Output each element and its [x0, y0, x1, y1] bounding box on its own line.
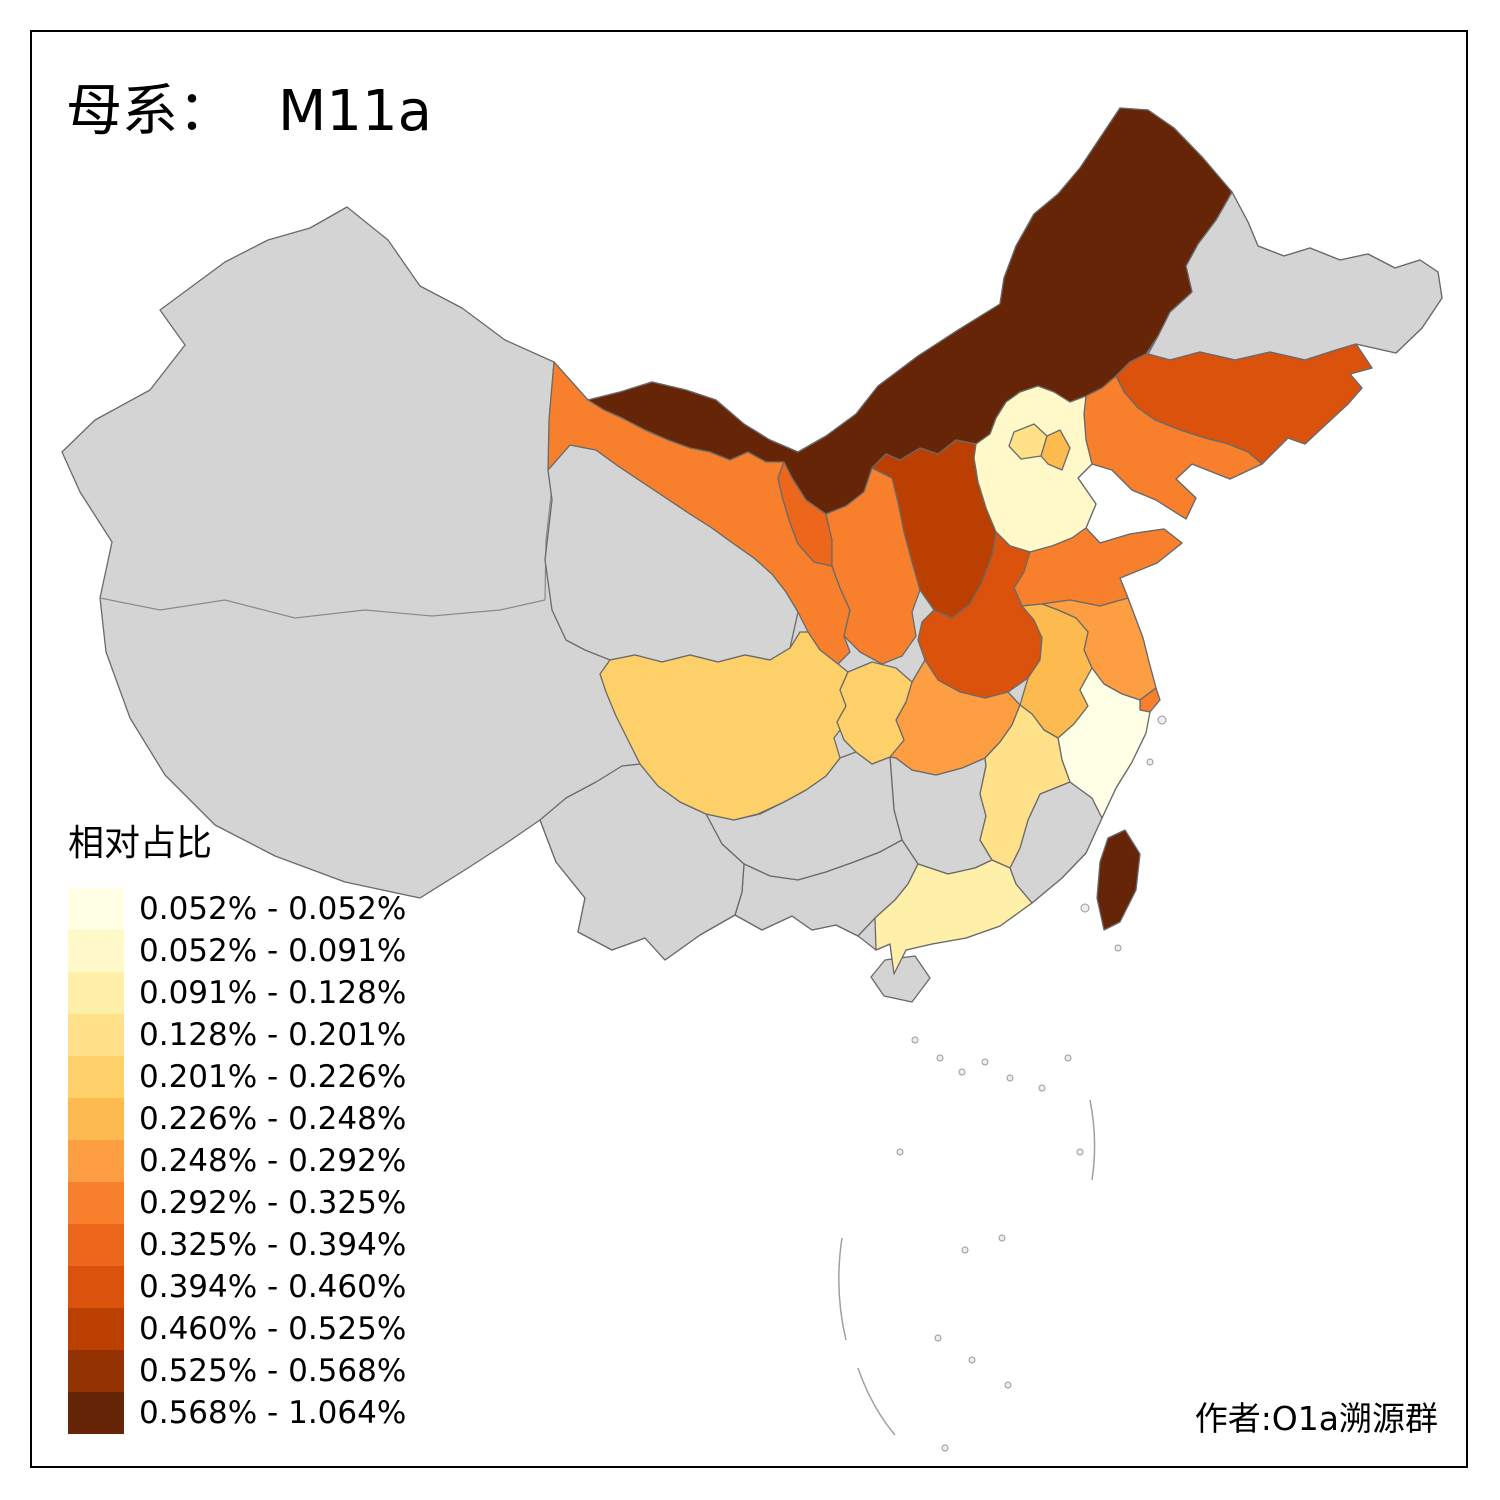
legend-label: 0.525% - 0.568%: [139, 1353, 407, 1389]
yunnan-province: [539, 763, 745, 961]
legend-label: 0.568% - 1.064%: [139, 1395, 407, 1431]
guangdong-province: [874, 859, 1033, 975]
legend-label: 0.460% - 0.525%: [139, 1311, 407, 1347]
chongqing-province: [836, 661, 913, 765]
islets-and-sea-marks: [838, 715, 1167, 1452]
legend-swatch: [68, 1182, 124, 1224]
legend-item: 0.460% - 0.525%: [68, 1308, 406, 1350]
legend-swatch: [68, 972, 124, 1014]
legend-swatch: [68, 888, 124, 930]
legend-label: 0.052% - 0.091%: [139, 933, 407, 969]
legend-item: 0.568% - 1.064%: [68, 1392, 406, 1434]
legend-swatch: [68, 1392, 124, 1434]
legend-item: 0.052% - 0.091%: [68, 930, 406, 972]
author-credit: 作者:O1a溯源群: [1194, 1399, 1438, 1438]
legend-swatch: [68, 1056, 124, 1098]
legend-label: 0.091% - 0.128%: [139, 975, 407, 1011]
legend-item: 0.226% - 0.248%: [68, 1098, 406, 1140]
legend-swatch: [68, 930, 124, 972]
legend-item: 0.091% - 0.128%: [68, 972, 406, 1014]
legend-swatch: [68, 1308, 124, 1350]
legend-swatch: [68, 1140, 124, 1182]
title-haplogroup: M11a: [278, 79, 432, 144]
legend-item: 0.292% - 0.325%: [68, 1182, 406, 1224]
legend-item: 0.325% - 0.394%: [68, 1224, 406, 1266]
legend-swatch: [68, 1014, 124, 1056]
legend-label: 0.248% - 0.292%: [139, 1143, 407, 1179]
legend-swatch: [68, 1350, 124, 1392]
legend-item: 0.248% - 0.292%: [68, 1140, 406, 1182]
legend-item: 0.052% - 0.052%: [68, 888, 406, 930]
legend-item: 0.201% - 0.226%: [68, 1056, 406, 1098]
ningxia-province: [777, 461, 833, 567]
taiwan-province: [1096, 829, 1141, 931]
legend-title: 相对占比: [68, 823, 213, 864]
legend-item: 0.394% - 0.460%: [68, 1266, 406, 1308]
legend-item: 0.525% - 0.568%: [68, 1350, 406, 1392]
legend-label: 0.052% - 0.052%: [139, 891, 407, 927]
hainan-province: [870, 955, 931, 1003]
legend-item: 0.128% - 0.201%: [68, 1014, 406, 1056]
legend-label: 0.128% - 0.201%: [139, 1017, 407, 1053]
hebei-province: [973, 385, 1097, 553]
legend-label: 0.201% - 0.226%: [139, 1059, 407, 1095]
legend-label: 0.325% - 0.394%: [139, 1227, 407, 1263]
page-title: 母系： M11a: [66, 66, 432, 147]
legend-label: 0.394% - 0.460%: [139, 1269, 407, 1305]
legend-swatch: [68, 1224, 124, 1266]
tianjin-province: [1040, 429, 1071, 471]
legend-items: 0.052% - 0.052% 0.052% - 0.091% 0.091% - 0…: [68, 888, 406, 1434]
legend: 相对占比 0.052% - 0.052% 0.052% - 0.091% 0.091…: [68, 814, 406, 1434]
legend-swatch: [68, 1266, 124, 1308]
legend-label: 0.292% - 0.325%: [139, 1185, 407, 1221]
legend-swatch: [68, 1098, 124, 1140]
jiangxi-province: [979, 704, 1071, 869]
zhejiang-province: [1057, 667, 1151, 819]
legend-label: 0.226% - 0.248%: [139, 1101, 407, 1137]
title-prefix: 母系：: [66, 79, 234, 144]
